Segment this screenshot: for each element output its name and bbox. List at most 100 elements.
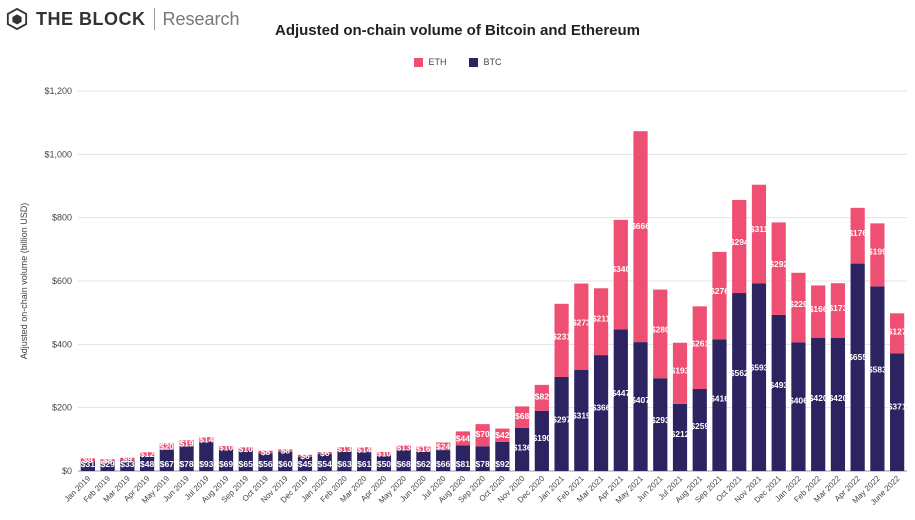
- bar-eth: [258, 450, 273, 454]
- bar-btc: [337, 451, 352, 471]
- data-label-btc: $62: [416, 459, 430, 469]
- data-label-eth: $10: [219, 443, 233, 453]
- bar-eth: [653, 289, 668, 379]
- data-label-btc: $67: [160, 459, 174, 469]
- data-label-btc: $56: [258, 459, 272, 469]
- bar-eth: [297, 454, 313, 457]
- bar-eth: [436, 442, 451, 451]
- bar-btc: [534, 410, 549, 471]
- data-label-eth: $24: [436, 441, 450, 451]
- data-label-eth: $211: [592, 313, 611, 323]
- y-tick-label: $1,200: [44, 86, 72, 96]
- data-label-btc: $66: [436, 459, 450, 469]
- bar-eth: [712, 251, 727, 340]
- data-label-eth: $273: [572, 317, 591, 327]
- data-label-eth: $14: [357, 444, 371, 454]
- data-label-btc: $78: [476, 459, 490, 469]
- data-label-eth: $82: [535, 392, 549, 402]
- data-label-btc: $406: [789, 395, 808, 405]
- bar-btc: [278, 452, 293, 471]
- bar-btc: [811, 338, 826, 471]
- data-label-eth: $173: [828, 303, 847, 313]
- bar-eth: [455, 431, 470, 446]
- data-label-eth: $166: [809, 304, 828, 314]
- data-label-eth: $16: [416, 444, 430, 454]
- data-label-btc: $190: [532, 433, 551, 443]
- bar-btc: [495, 441, 510, 471]
- data-label-eth: $261: [690, 339, 709, 349]
- data-label-btc: $63: [337, 459, 351, 469]
- bar-eth: [672, 342, 688, 404]
- data-label-eth: $8: [103, 456, 113, 466]
- the-block-logo-icon: [6, 8, 28, 30]
- bar-eth: [475, 424, 490, 447]
- data-label-eth: $8: [261, 447, 271, 457]
- bar-btc: [376, 455, 392, 471]
- bar-btc: [238, 450, 253, 471]
- bar-eth: [357, 447, 372, 452]
- bar-btc: [416, 451, 431, 471]
- bar-btc: [732, 293, 747, 471]
- data-label-btc: $48: [140, 459, 154, 469]
- bar-eth: [870, 223, 885, 287]
- bar-eth: [515, 406, 530, 428]
- bar-btc: [830, 338, 846, 471]
- bar-eth: [850, 207, 865, 264]
- data-label-btc: $61: [357, 459, 371, 469]
- bar-btc: [850, 263, 865, 471]
- data-label-btc: $407: [631, 395, 650, 405]
- bar-btc: [890, 353, 905, 471]
- legend-swatch-btc: [468, 57, 478, 67]
- data-label-eth: $42: [495, 430, 509, 440]
- bar-eth: [278, 449, 293, 452]
- bar-btc: [80, 461, 95, 471]
- data-label-eth: $292: [769, 259, 788, 269]
- bar-btc: [751, 283, 767, 471]
- legend-swatch-eth: [413, 57, 423, 67]
- y-tick-label: $200: [52, 403, 72, 413]
- chart-title: Adjusted on-chain volume of Bitcoin and …: [274, 22, 641, 39]
- data-label-eth: $14: [199, 434, 213, 444]
- bar-eth: [633, 131, 648, 343]
- bar-eth: [376, 452, 392, 456]
- data-label-eth: $8: [281, 446, 291, 456]
- data-label-eth: $176: [848, 228, 867, 238]
- legend-label-btc: BTC: [483, 57, 502, 67]
- bar-btc: [258, 453, 273, 471]
- data-label-eth: $70: [476, 429, 490, 439]
- bar-eth: [495, 428, 510, 442]
- bar-eth: [771, 222, 786, 315]
- data-label-btc: $31: [81, 459, 95, 469]
- data-label-btc: $366: [592, 402, 611, 412]
- data-label-eth: $13: [337, 444, 351, 454]
- bar-eth: [100, 459, 115, 462]
- bar-eth: [534, 384, 549, 411]
- data-label-eth: $280: [651, 324, 670, 334]
- bar-btc: [317, 453, 332, 471]
- bar-btc: [554, 376, 569, 471]
- bar-btc: [613, 329, 628, 471]
- bar-btc: [396, 449, 411, 471]
- data-label-eth: $276: [710, 286, 729, 296]
- data-label-btc: $136: [513, 442, 532, 452]
- bar-eth: [120, 457, 135, 461]
- data-label-btc: $29: [101, 459, 115, 469]
- brand-name: THE BLOCK: [36, 8, 146, 29]
- data-label-btc: $92: [495, 459, 509, 469]
- data-label-eth: $294: [730, 237, 749, 247]
- bar-eth: [179, 440, 194, 447]
- data-label-btc: $68: [397, 459, 411, 469]
- bar-btc: [357, 451, 372, 471]
- bar-btc: [436, 450, 451, 471]
- bar-eth: [218, 445, 234, 450]
- bar-btc: [672, 403, 688, 471]
- data-label-btc: $593: [750, 363, 769, 373]
- data-label-eth: $193: [671, 365, 690, 375]
- brand-header: THE BLOCK Research: [6, 6, 240, 32]
- brand-subtitle: Research: [162, 8, 240, 29]
- data-label-btc: $420: [809, 393, 828, 403]
- bar-eth: [593, 288, 609, 356]
- y-tick-label: $800: [52, 213, 72, 223]
- data-label-eth: $68: [515, 411, 529, 421]
